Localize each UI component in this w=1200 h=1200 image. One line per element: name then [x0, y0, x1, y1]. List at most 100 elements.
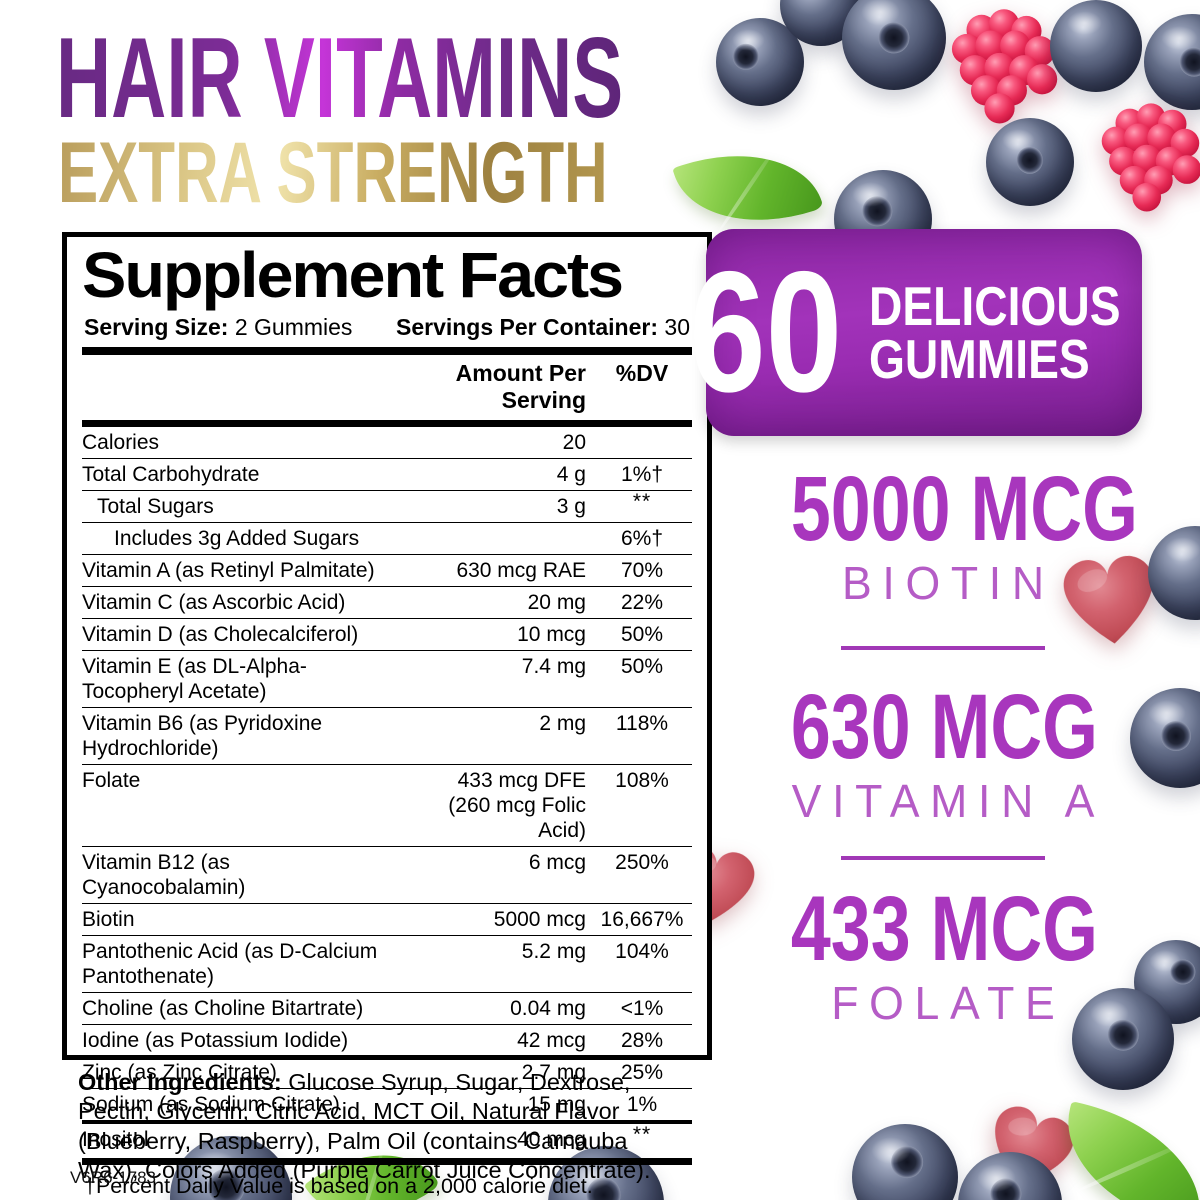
- gummies-count-badge: 60 DELICIOUS GUMMIES: [689, 229, 1142, 436]
- blueberry-image: [1144, 14, 1200, 110]
- other-ingredients: Other Ingredients: Glucose Syrup, Sugar,…: [78, 1068, 692, 1186]
- facts-row: Vitamin B6 (as Pyridoxine Hydrochloride)…: [82, 707, 692, 764]
- nutrient-name: Iodine (as Potassium Iodide): [82, 1029, 349, 1053]
- nutrient-name: Includes 3g Added Sugars: [114, 527, 360, 551]
- nutrient-name: Total Carbohydrate: [82, 463, 260, 487]
- nutrient-dv: 6%†: [620, 527, 664, 551]
- nutrient-name: Biotin: [82, 908, 135, 932]
- blueberry-calyx: [862, 196, 892, 226]
- badge-label-line2: GUMMIES: [868, 327, 1090, 390]
- nutrient-name: Folate: [82, 769, 141, 793]
- nutrient-amount: 2 mg: [539, 712, 586, 736]
- nutrient-dv: 70%: [620, 559, 664, 583]
- supplement-facts-title: Supplement Facts: [82, 239, 624, 311]
- serving-size-value: 2 Gummies: [234, 314, 353, 341]
- column-header-amount: Amount Per Serving: [455, 360, 586, 414]
- blueberry-calyx: [1016, 147, 1044, 174]
- nutrient-name: Inositol: [82, 1128, 149, 1152]
- nutrient-name: Vitamin B6 (as Pyridoxine Hydrochloride): [82, 712, 323, 761]
- nutrient-name: Sodium (as Sodium Citrate): [82, 1093, 340, 1117]
- nutrient-amount: 15 mg: [527, 1093, 586, 1117]
- nutrient-name: Total Sugars: [97, 495, 214, 519]
- nutrient-dv: **: [632, 490, 652, 514]
- nutrient-amount: 2.7 mg: [521, 1061, 586, 1085]
- facts-footnotes: †Percent Daily Value is based on a 2,000…: [82, 1171, 692, 1200]
- facts-row: Includes 3g Added Sugars 6%†: [82, 522, 692, 554]
- other-ingredients-label: Other Ingredients:: [78, 1069, 282, 1095]
- facts-row: Vitamin A (as Retinyl Palmitate) 630 mcg …: [82, 554, 692, 586]
- facts-row: Vitamin B12 (as Cyanocobalamin) 6 mcg 250%: [82, 846, 692, 903]
- blueberry-calyx: [990, 1178, 1022, 1200]
- blueberry-calyx: [891, 1146, 924, 1179]
- facts-column-headers: Amount Per Serving %DV: [82, 355, 692, 418]
- blueberry-image: [716, 18, 804, 106]
- serving-size: Serving Size: 2 Gummies: [84, 314, 352, 341]
- highlight-vitamin-a: 630 MCG VITAMIN A: [748, 676, 1138, 828]
- serving-info: Serving Size: 2 Gummies Servings Per Con…: [84, 314, 690, 341]
- facts-row: Zinc (as Zinc Citrate) 2.7 mg 25%: [82, 1056, 692, 1088]
- nutrient-dv: 118%: [615, 712, 669, 736]
- facts-row: Sodium (as Sodium Citrate) 15 mg 1%: [82, 1088, 692, 1120]
- nutrient-name: Calories: [82, 431, 160, 455]
- nutrient-name: Vitamin D (as Cholecalciferol): [82, 623, 359, 647]
- gummies-count: 60: [688, 235, 842, 428]
- nutrient-amount: 20 mg: [527, 591, 586, 615]
- facts-row: Folate 433 mcg DFE (260 mcg Folic Acid) 108…: [82, 764, 692, 846]
- servings-per-container-label: Servings Per Container:: [395, 314, 659, 341]
- nutrient-dv: 50%: [620, 655, 664, 679]
- supplement-facts-panel: Supplement Facts Serving Size: 2 Gummies…: [62, 232, 712, 1198]
- highlight-label: VITAMIN A: [791, 775, 1106, 828]
- facts-row: Choline (as Choline Bitartrate) 0.04 mg <1…: [82, 992, 692, 1024]
- highlight-folate: 433 MCG FOLATE: [748, 878, 1138, 1028]
- highlight-biotin: 5000 MCG BIOTIN: [748, 458, 1138, 610]
- blueberry-image: [852, 1124, 958, 1200]
- nutrient-dv: 16,667%: [600, 908, 684, 932]
- nutrient-amount: 433 mcg DFE (260 mcg Folic Acid): [448, 769, 586, 843]
- nutrient-dv: 1%: [626, 1093, 658, 1117]
- raspberry-image: [1098, 103, 1200, 212]
- blueberry-image: [986, 118, 1074, 206]
- nutrient-amount: 42 mcg: [517, 1029, 586, 1053]
- highlight-amount: 5000 MCG: [790, 458, 1138, 560]
- divider-bar: [82, 420, 692, 427]
- nutrient-dv: <1%: [620, 997, 664, 1021]
- facts-row: Calories 20: [82, 426, 692, 458]
- nutrient-name: Vitamin E (as DL-Alpha-Tocopheryl Acetat…: [82, 655, 307, 704]
- blueberry-image: [842, 0, 946, 90]
- highlight-amount: 630 MCG: [790, 676, 1098, 778]
- highlight-label: BIOTIN: [841, 557, 1055, 610]
- blueberry-image: [1050, 0, 1142, 92]
- highlight-divider: [841, 856, 1045, 860]
- nutrient-dv: 50%: [620, 623, 664, 647]
- product-subtitle: EXTRA STRENGTH: [58, 125, 608, 221]
- nutrient-name: Vitamin A (as Retinyl Palmitate): [82, 559, 375, 583]
- servings-per-container-value: 30: [664, 314, 690, 341]
- highlight-amount: 433 MCG: [790, 878, 1098, 980]
- nutrient-name: Vitamin B12 (as Cyanocobalamin): [82, 851, 246, 900]
- blueberry-calyx: [1161, 721, 1191, 751]
- blueberry-image: [1072, 988, 1174, 1090]
- nutrient-name: Zinc (as Zinc Citrate): [82, 1061, 277, 1085]
- nutrient-amount: 10 mcg: [517, 623, 586, 647]
- heart-gummy-image: [1048, 537, 1171, 660]
- blueberry-calyx: [1170, 959, 1196, 985]
- divider-bar: [82, 347, 692, 356]
- serving-size-label: Serving Size:: [84, 314, 229, 341]
- blueberry-image: [1134, 940, 1200, 1024]
- nutrient-dv: 25%: [620, 1061, 664, 1085]
- nutrient-amount: 4 g: [556, 463, 586, 487]
- facts-row: Vitamin D (as Cholecalciferol) 10 mcg 50%: [82, 618, 692, 650]
- nutrient-dv: 104%: [615, 940, 669, 964]
- facts-row: Total Carbohydrate 4 g 1%†: [82, 458, 692, 490]
- raspberry-image: [948, 9, 1060, 124]
- servings-per-container: Servings Per Container: 30: [396, 314, 690, 341]
- facts-row: Pantothenic Acid (as D-Calcium Pantothen…: [82, 935, 692, 992]
- gummies-badge-label: DELICIOUS GUMMIES: [868, 279, 1168, 390]
- nutrient-name: Choline (as Choline Bitartrate): [82, 997, 364, 1021]
- nutrient-amount: 5.2 mg: [521, 940, 586, 964]
- column-header-dv: %DV: [615, 360, 669, 387]
- nutrient-amount: 6 mcg: [528, 851, 586, 875]
- other-ingredients-text: Glucose Syrup, Sugar, Dextrose, Pectin, …: [78, 1069, 651, 1184]
- blueberry-calyx: [878, 22, 910, 54]
